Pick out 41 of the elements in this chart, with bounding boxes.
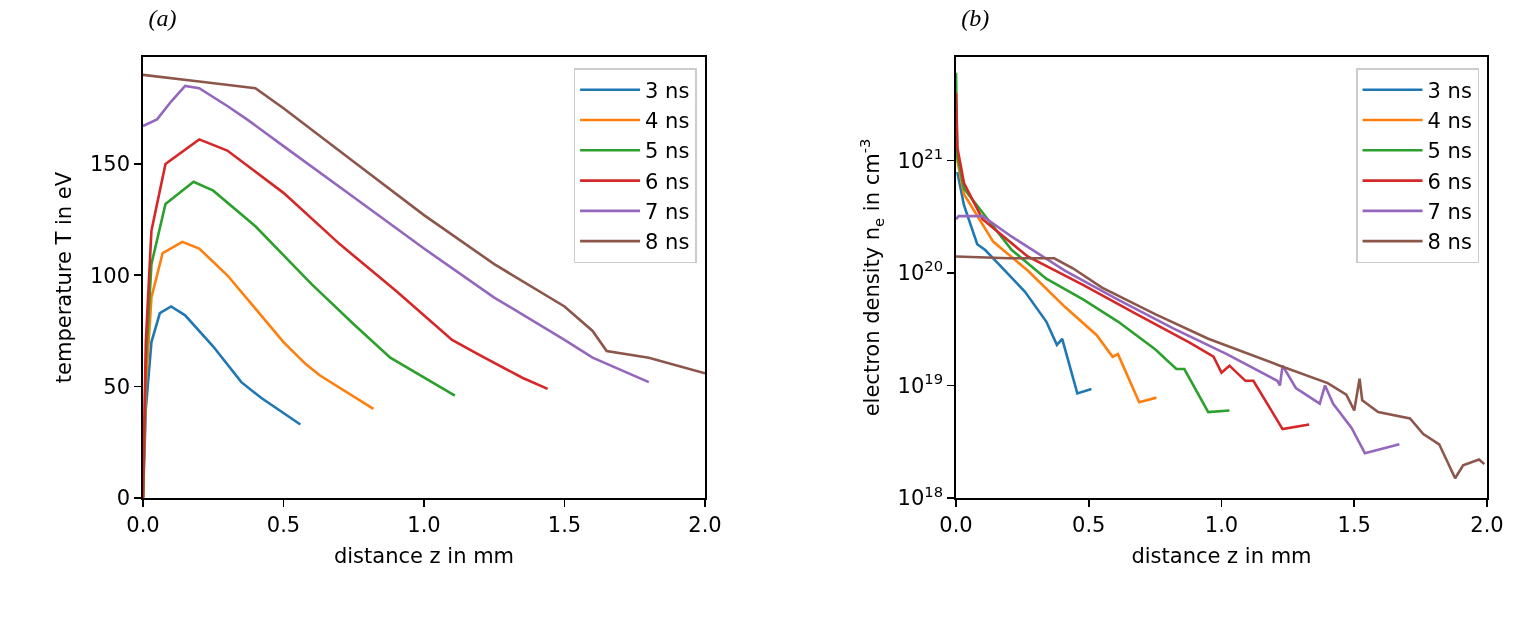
x-tick-label: 1.0 (407, 513, 441, 537)
line-series (143, 73, 705, 375)
legend-label: 4 ns (645, 109, 690, 134)
chart-title: (b) (961, 5, 990, 32)
legend-label: 4 ns (1427, 109, 1472, 134)
x-tick-label: 2.0 (688, 513, 722, 537)
y-tick-label: 150 (89, 152, 130, 177)
x-tick-label: 0.0 (939, 513, 973, 537)
y-tick-label: 50 (103, 374, 130, 399)
legend-label: 8 ns (1427, 230, 1472, 255)
legend-label: 3 ns (645, 78, 690, 103)
chart-title: (a) (148, 5, 177, 32)
y-tick-label: 100 (89, 263, 130, 288)
x-axis-title: distance z in mm (1131, 543, 1312, 568)
x-tick-label: 0.0 (126, 513, 160, 537)
legend-label: 7 ns (645, 200, 690, 225)
x-tick-label: 1.5 (547, 513, 582, 537)
line-series (956, 170, 1093, 395)
line-series (143, 138, 549, 498)
x-axis-title: distance z in mm (333, 543, 515, 568)
x-tick-label: 0.5 (1072, 513, 1106, 537)
legend-label: 5 ns (1427, 139, 1472, 164)
x-tick-label: 1.0 (1204, 513, 1239, 537)
x-tick-label: 1.5 (1337, 513, 1371, 537)
x-tick-label: 2.0 (1470, 513, 1504, 537)
legend-label: 5 ns (645, 139, 690, 164)
y-tick-label: 10$^{19}$ (897, 370, 943, 398)
y-tick-label: 0 (116, 486, 130, 511)
legend-label: 3 ns (1427, 78, 1472, 103)
legend-label: 6 ns (645, 169, 690, 194)
line-series (956, 91, 1311, 431)
y-tick-label: 10$^{20}$ (897, 257, 943, 286)
line-series (956, 214, 1401, 455)
y-tick-label: 10$^{21}$ (897, 144, 943, 173)
y-axis-title: temperature T in eV (52, 171, 77, 384)
y-tick-label: 10$^{18}$ (897, 482, 943, 511)
legend-label: 8 ns (645, 230, 690, 255)
x-tick-label: 0.5 (266, 513, 301, 537)
legend-label: 6 ns (1427, 169, 1472, 194)
line-series (956, 255, 1486, 480)
legend-label: 7 ns (1427, 200, 1472, 225)
